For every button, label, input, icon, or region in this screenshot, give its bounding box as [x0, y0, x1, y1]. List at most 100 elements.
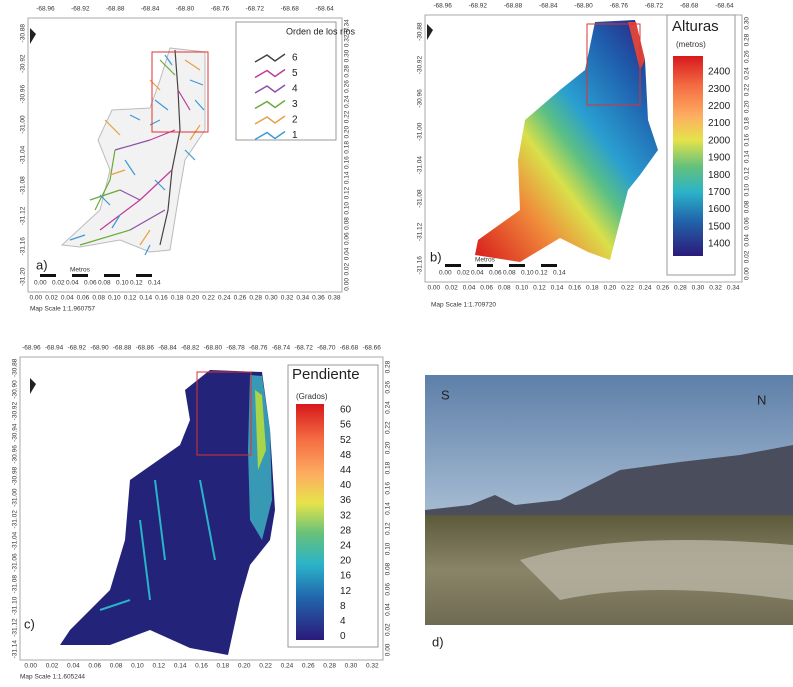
legend-label: 0	[340, 631, 346, 642]
right-axis-label: 0.10	[385, 542, 392, 555]
legend-label: 52	[340, 435, 352, 446]
bottom-axis-label: 0.34	[296, 295, 309, 302]
left-axis-label: -30.92	[12, 402, 19, 421]
panel-label: d)	[432, 634, 444, 649]
bottom-axis-label: 0.08	[498, 285, 511, 292]
top-axis-label: -68.90	[90, 345, 109, 352]
bottom-axis-label: 0.26	[656, 285, 669, 292]
legend-label: 44	[340, 465, 352, 476]
top-axis-label: -68.80	[574, 3, 593, 10]
right-axis-label: 0.26	[744, 50, 751, 63]
bottom-axis-label: 0.14	[139, 295, 152, 302]
top-axis-label: -68.92	[469, 3, 488, 10]
left-axis-label: -31.14	[12, 640, 19, 659]
scale-bar-label: 0.08	[503, 270, 516, 277]
scale-bar-label: 0.00	[34, 280, 47, 287]
legend-title: Alturas	[672, 18, 719, 35]
top-axis-label: -68.68	[680, 3, 699, 10]
bottom-axis-label: 0.18	[171, 295, 184, 302]
legend-swatch	[254, 68, 286, 79]
left-axis-label: -31.08	[12, 575, 19, 594]
legend-label: 28	[340, 525, 352, 536]
top-axis-label: -68.86	[136, 345, 155, 352]
legend-label: 1	[292, 130, 298, 141]
bottom-axis-label: 0.12	[124, 295, 137, 302]
scale-bar-segment	[104, 274, 120, 277]
top-axis-label: -68.80	[176, 6, 195, 13]
top-axis-label: -68.68	[340, 345, 359, 352]
slope-streaks	[99, 479, 216, 611]
legend-label: 8	[340, 601, 346, 612]
left-axis-label: -31.00	[20, 115, 27, 134]
left-axis-label: -31.12	[12, 618, 19, 637]
scale-bar-label: 0.02	[457, 270, 470, 277]
bottom-axis-label: 0.36	[312, 295, 325, 302]
left-axis-label: -30.90	[12, 380, 19, 399]
bottom-axis-label: 0.18	[586, 285, 599, 292]
scale-bar-label: 0.14	[148, 280, 161, 287]
bottom-axis-label: 0.28	[249, 295, 262, 302]
top-axis-label: -68.74	[272, 345, 291, 352]
scale-bar-label: 0.06	[84, 280, 97, 287]
left-axis-label: -31.20	[20, 267, 27, 286]
legend-subtitle: (Grados)	[296, 392, 328, 401]
color-bar	[296, 404, 324, 640]
right-axis-label: 0.22	[744, 83, 751, 96]
left-axis-label: -31.08	[20, 176, 27, 195]
legend-subtitle: (metros)	[676, 40, 706, 49]
legend-label: 1400	[708, 239, 731, 250]
right-axis-label: 0.34	[344, 19, 351, 32]
right-axis-label: 0.28	[344, 65, 351, 78]
left-axis-label: -30.96	[20, 85, 27, 104]
top-axis-label: -68.84	[158, 345, 177, 352]
left-axis-label: -30.88	[417, 22, 424, 41]
right-axis-label: 0.28	[385, 360, 392, 373]
legend-label: 1800	[708, 170, 731, 181]
top-axis-label: -68.78	[226, 345, 245, 352]
legend-label: 1700	[708, 187, 731, 198]
top-axis-label: -68.92	[68, 345, 87, 352]
scale-bar-segment	[509, 264, 525, 267]
right-axis-label: 0.08	[744, 200, 751, 213]
top-axis-label: -68.72	[294, 345, 313, 352]
top-axis-label: -68.70	[317, 345, 336, 352]
right-axis-label: 0.10	[344, 202, 351, 215]
left-axis-label: -30.96	[12, 445, 19, 464]
scale-bar-label: 0.12	[130, 280, 143, 287]
bottom-axis-label: 0.30	[345, 663, 358, 670]
right-axis-label: 0.20	[344, 125, 351, 138]
legend-title: Pendiente	[292, 366, 360, 383]
left-axis-label: -31.16	[417, 256, 424, 275]
right-axis-label: 0.12	[385, 522, 392, 535]
legend-label: 1600	[708, 204, 731, 215]
bottom-axis-label: 0.32	[281, 295, 294, 302]
right-axis-label: 0.02	[385, 623, 392, 636]
right-axis-label: 0.22	[344, 110, 351, 123]
right-axis-label: 0.18	[385, 461, 392, 474]
bottom-axis-label: 0.04	[61, 295, 74, 302]
top-axis-label: -68.94	[45, 345, 64, 352]
bottom-axis-label: 0.24	[218, 295, 231, 302]
scale-bar-segment	[72, 274, 88, 277]
legend-label: 2400	[708, 67, 731, 78]
bottom-axis-label: 0.32	[366, 663, 379, 670]
right-axis-label: 0.18	[744, 117, 751, 130]
map-scale: Map Scale 1:1.605244	[20, 674, 85, 681]
legend-label: 2200	[708, 101, 731, 112]
top-axis-label: -68.96	[22, 345, 41, 352]
bottom-axis-label: 0.20	[604, 285, 617, 292]
legend-label: 2000	[708, 135, 731, 146]
left-axis-label: -30.94	[12, 423, 19, 442]
left-axis-label: -31.00	[12, 488, 19, 507]
scale-bar-label: 0.06	[489, 270, 502, 277]
bottom-axis-label: 0.32	[709, 285, 722, 292]
scale-bar-segment	[40, 274, 56, 277]
bottom-axis-label: 0.16	[155, 295, 168, 302]
right-axis-label: 0.00	[744, 267, 751, 280]
legend-label: 6	[292, 53, 298, 64]
bottom-axis-label: 0.16	[195, 663, 208, 670]
north-arrow	[427, 24, 433, 40]
legend-label: 4	[292, 84, 298, 95]
bottom-axis-label: 0.30	[692, 285, 705, 292]
